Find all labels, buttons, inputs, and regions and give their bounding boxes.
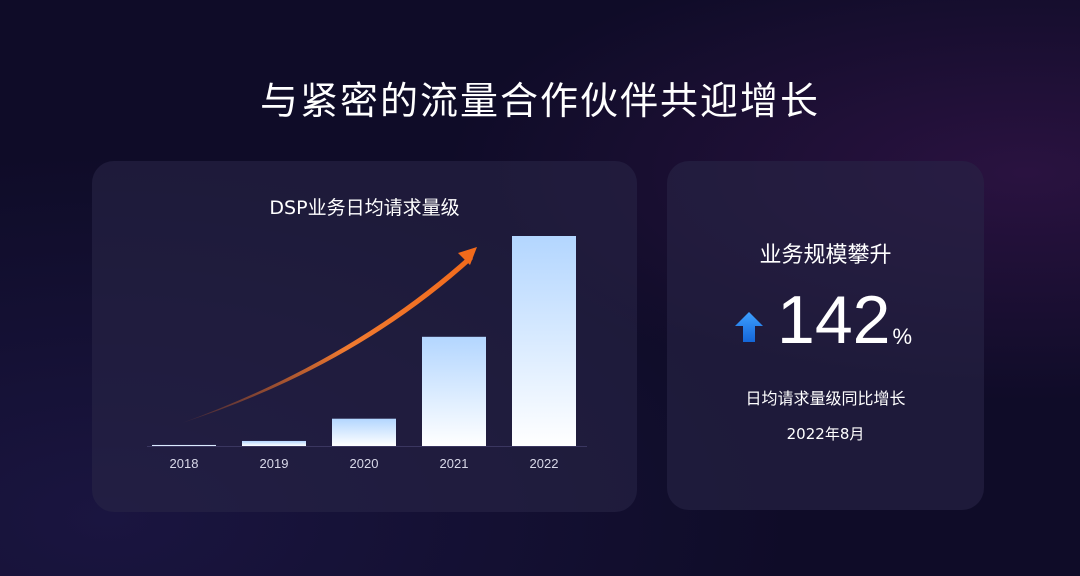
chart-title: DSP业务日均请求量级 xyxy=(269,197,460,219)
x-tick-label: 2020 xyxy=(350,456,379,471)
stat-title: 业务规模攀升 xyxy=(759,243,892,268)
bar-2018 xyxy=(152,444,216,446)
chart-card: DSP业务日均请求量级 2018 2019 2020 2021 2022 xyxy=(92,161,637,512)
bar-2020 xyxy=(332,418,396,446)
arrow-up-icon xyxy=(735,312,763,342)
bar-2019 xyxy=(242,440,306,446)
bar-chart: 2018 2019 2020 2021 2022 xyxy=(147,236,587,471)
bar-2021 xyxy=(422,336,486,446)
stat-unit: % xyxy=(892,324,913,349)
stat-value: 142 xyxy=(777,282,891,358)
trend-arrowhead xyxy=(458,247,477,265)
x-tick-label: 2022 xyxy=(530,456,559,471)
x-tick-label: 2021 xyxy=(440,456,469,471)
stat-description: 日均请求量级同比增长 xyxy=(745,389,906,408)
stat-card: 业务规模攀升 142 % 日均请求量级同比增长 2022年8月 xyxy=(667,161,984,510)
slide-title: 与紧密的流量合作伙伴共迎增长 xyxy=(259,79,820,123)
x-tick-label: 2018 xyxy=(170,456,199,471)
bar-2022 xyxy=(512,236,576,446)
x-tick-label: 2019 xyxy=(260,456,289,471)
stat-date: 2022年8月 xyxy=(786,425,865,443)
